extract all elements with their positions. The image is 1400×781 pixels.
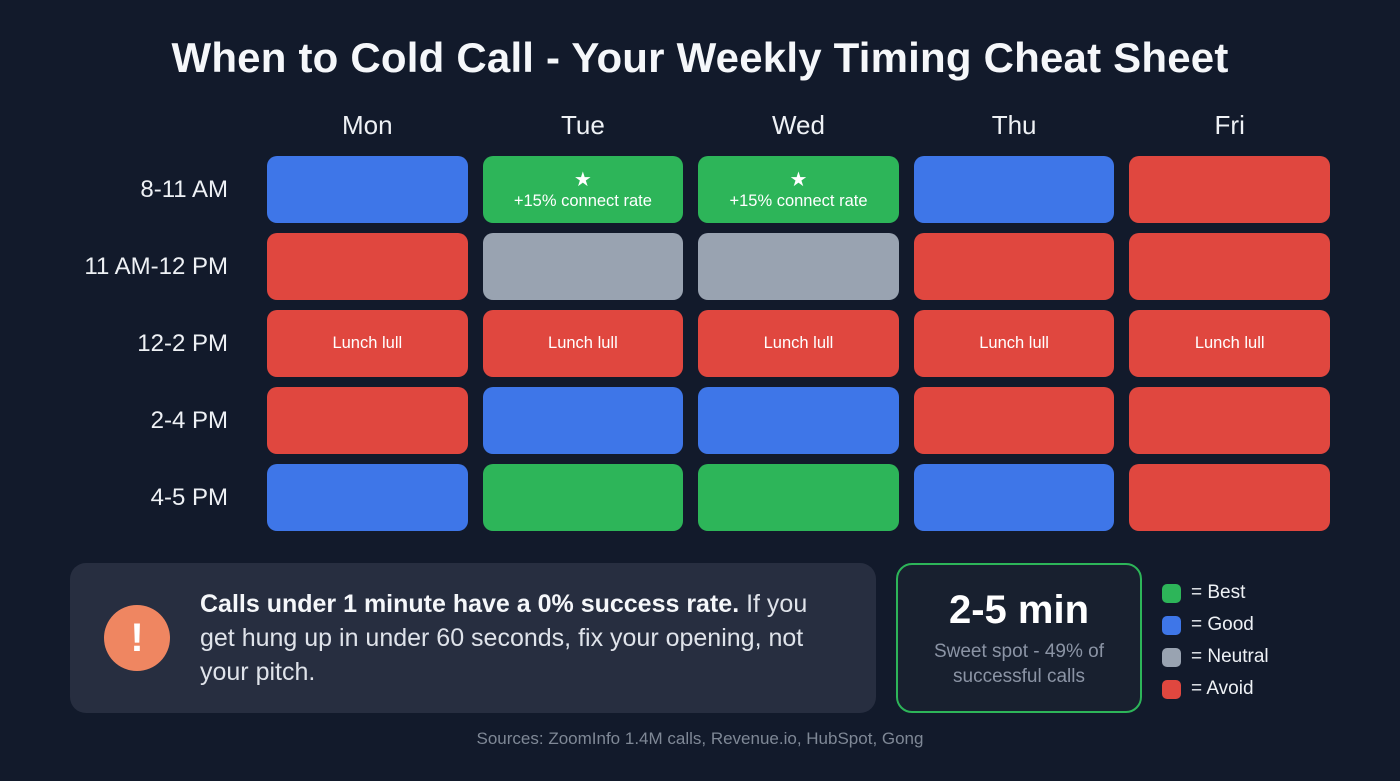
legend-swatch-good [1162,615,1181,635]
legend-label: = Avoid [1191,678,1254,699]
cell-label: Lunch lull [763,334,834,352]
legend: = Best = Good = Neutral = Avoid [1162,563,1330,713]
row-label-2: 12-2 PM [137,329,228,357]
cell-label: +15% connect rate [729,191,868,210]
warning-callout-card: ! Calls under 1 minute have a 0% success… [70,563,876,713]
grid-cell-mon-row1 [267,233,468,300]
legend-item-best: = Best [1162,582,1330,604]
timing-grid: Mon Tue Wed Thu Fri 8-11 AM ★ +15% connect rate… [70,104,1330,531]
sweet-spot-value: 2-5 min [948,587,1090,632]
legend-item-avoid: = Avoid [1162,678,1330,700]
grid-cell-wed-row0: ★ +15% connect rate [698,156,899,223]
cell-label: +15% connect rate [513,191,652,210]
row-label-1: 11 AM-12 PM [84,252,228,280]
cell-label: Lunch lull [1194,334,1265,352]
column-header-mon: Mon [342,109,393,140]
cell-label: Lunch lull [548,334,618,352]
callout-body-text: If you get hung up in under 60 seconds, … [200,590,808,686]
legend-item-good: = Good [1162,614,1330,636]
legend-swatch-avoid [1162,679,1181,699]
grid-cell-thu-row3 [913,387,1115,454]
sources-footer: Sources: ZoomInfo 1.4M calls, Revenue.io… [476,729,924,748]
grid-cell-wed-row3 [698,387,899,454]
legend-item-neutral: = Neutral [1162,646,1330,668]
grid-cell-tue-row2: Lunch lull [482,310,684,377]
callout-text: Calls under 1 minute have a 0% success r… [200,587,842,689]
page-title: When to Cold Call - Your Weekly Timing C… [171,34,1229,81]
grid-corner [70,104,252,146]
grid-cell-mon-row3 [267,387,468,454]
row-label-4: 4-5 PM [150,483,228,511]
grid-cell-wed-row1 [698,233,899,300]
grid-cell-tue-row4 [482,464,684,531]
sweet-spot-card: 2-5 min Sweet spot - 49% of successful c… [896,563,1142,713]
grid-cell-tue-row3 [482,387,684,454]
grid-cell-mon-row4 [267,464,468,531]
grid-cell-wed-row2: Lunch lull [698,310,899,377]
column-header-tue: Tue [560,109,605,140]
grid-cell-thu-row4 [913,464,1115,531]
exclamation-icon: ! [104,605,170,671]
grid-cell-tue-row0: ★ +15% connect rate [482,156,684,223]
legend-swatch-best [1162,583,1181,603]
grid-cell-fri-row2: Lunch lull [1129,310,1330,377]
grid-cell-thu-row2: Lunch lull [913,310,1115,377]
legend-label: = Good [1191,614,1254,635]
column-header-fri: Fri [1214,109,1245,140]
star-icon: ★ [789,168,808,191]
grid-cell-fri-row0 [1129,156,1330,223]
grid-cell-fri-row3 [1129,387,1330,454]
grid-cell-fri-row4 [1129,464,1330,531]
row-label-3: 2-4 PM [150,406,228,434]
legend-swatch-neutral [1162,647,1181,667]
star-icon: ★ [573,168,592,191]
cell-label: Lunch lull [979,334,1049,352]
grid-cell-mon-row0 [267,156,468,223]
cell-label: Lunch lull [332,334,403,352]
row-label-0: 8-11 AM [140,175,228,203]
grid-cell-thu-row1 [913,233,1115,300]
callout-heading: Calls under 1 minute have a 0% success r… [200,590,740,618]
bottom-section: ! Calls under 1 minute have a 0% success… [70,563,1330,713]
grid-cell-tue-row1 [482,233,684,300]
callout-body: If you get hung up in under 60 seconds, … [200,590,807,686]
grid-cell-fri-row1 [1129,233,1330,300]
grid-cell-wed-row4 [698,464,899,531]
grid-cell-mon-row2: Lunch lull [267,310,468,377]
column-header-thu: Thu [991,109,1037,140]
column-header-wed: Wed [771,109,825,140]
legend-label: = Best [1191,582,1246,603]
sweet-spot-caption: Sweet spot - 49% of successful calls [933,640,1105,687]
grid-cell-thu-row0 [913,156,1115,223]
legend-label: = Neutral [1191,646,1269,667]
